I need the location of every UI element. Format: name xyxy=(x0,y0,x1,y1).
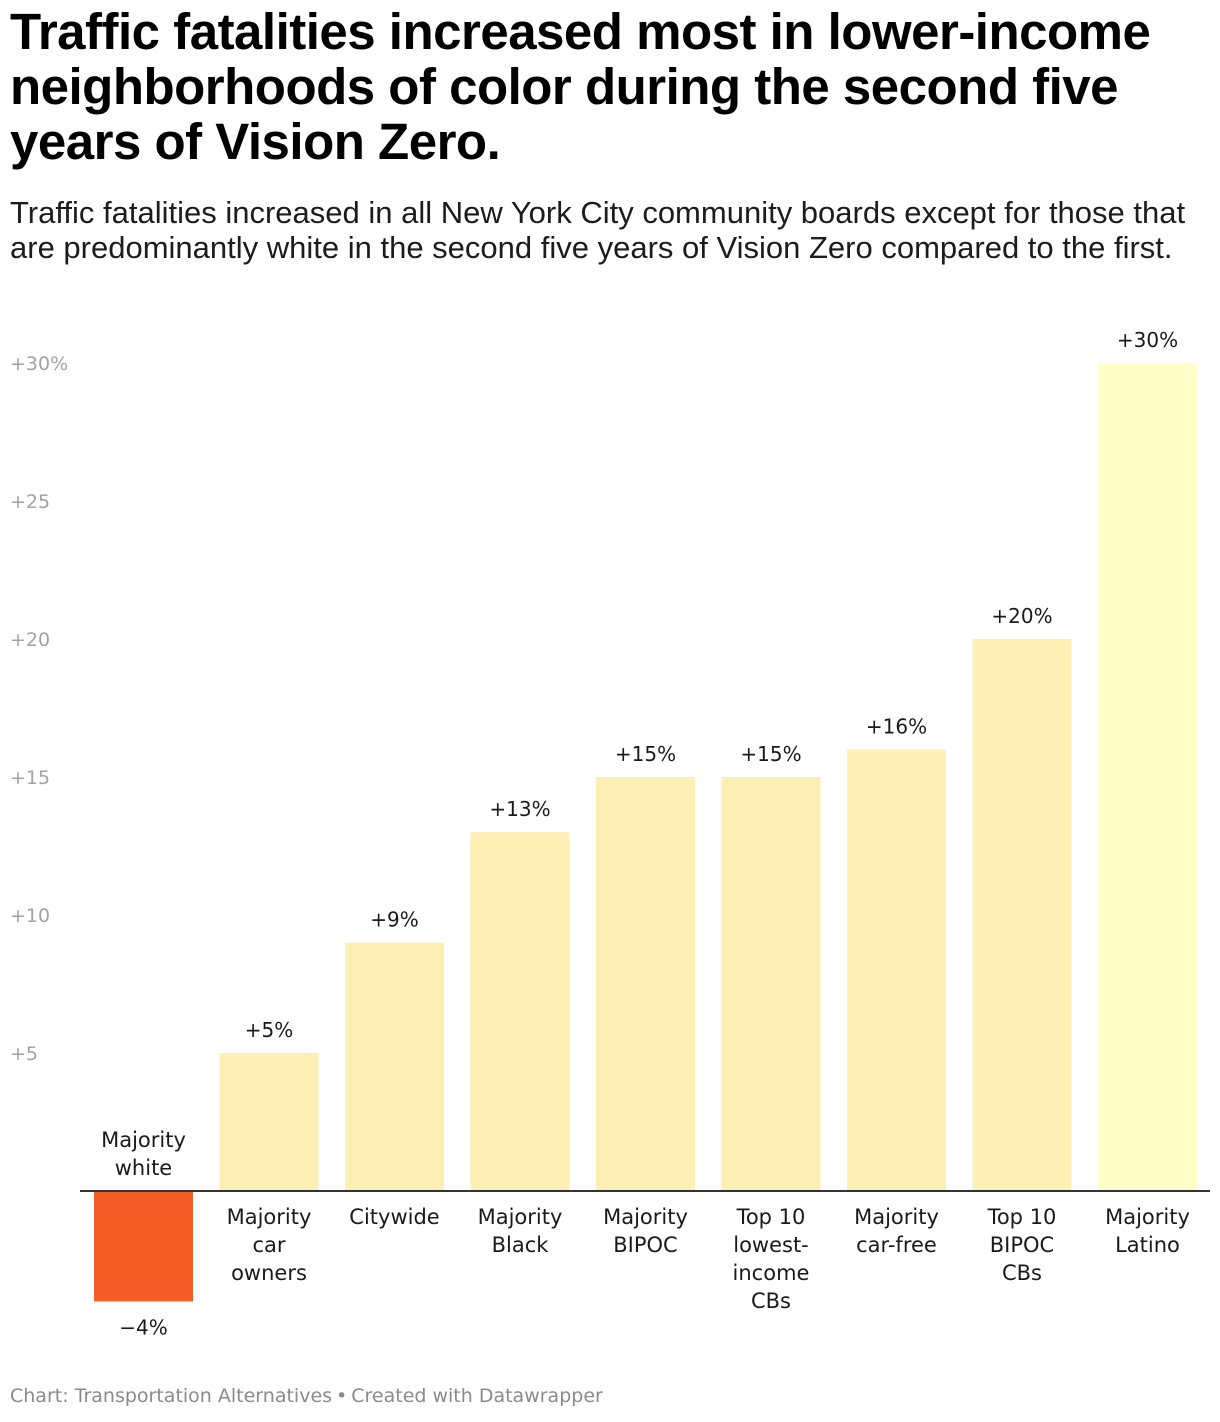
y-tick-label: +25 xyxy=(10,491,50,513)
category-label: Majority white xyxy=(101,1128,186,1180)
value-label: +16% xyxy=(866,714,927,738)
category-label-line: Top 10 xyxy=(736,1205,806,1229)
category-label: Top 10 lowest-income CBs xyxy=(733,1205,810,1313)
chart-title: Traffic fatalities increased most in low… xyxy=(10,3,1151,170)
category-label-line: BIPOC xyxy=(613,1233,677,1257)
value-label: +15% xyxy=(740,742,801,766)
y-tick-label: +20 xyxy=(10,629,50,651)
bar xyxy=(847,749,946,1191)
category-label-line: Majority xyxy=(1105,1205,1190,1229)
chart-footer: Chart: Transportation Alternatives • Creat… xyxy=(10,1385,603,1407)
category-label-line: owners xyxy=(231,1261,307,1285)
category-label-line: lowest- xyxy=(733,1233,809,1257)
footer-credit: Created with Datawrapper xyxy=(351,1385,603,1407)
category-label: Majority Black xyxy=(478,1205,563,1257)
bar xyxy=(972,639,1072,1191)
category-label-line: CBs xyxy=(1002,1261,1042,1285)
category-label-line: CBs xyxy=(751,1289,791,1313)
category-label-line: white xyxy=(115,1156,172,1180)
value-label: +20% xyxy=(991,604,1052,628)
category-label-line: Latino xyxy=(1115,1233,1180,1257)
category-label-line: car-free xyxy=(856,1233,937,1257)
chart-subtitle: Traffic fatalities increased in all New … xyxy=(10,195,1186,265)
bar xyxy=(94,1191,193,1302)
y-tick-label: +5 xyxy=(10,1043,38,1065)
value-label: +30% xyxy=(1117,328,1178,352)
bar xyxy=(219,1053,319,1191)
footer-separator: • xyxy=(336,1385,348,1407)
category-label-line: car xyxy=(252,1233,285,1257)
bar xyxy=(470,832,570,1191)
category-label-line: Majority xyxy=(101,1128,186,1152)
category-label: Majority car-free xyxy=(854,1205,939,1257)
y-tick-label: +15 xyxy=(10,767,50,789)
category-label: Majority BIPOC xyxy=(603,1205,688,1257)
category-label-line: Black xyxy=(492,1233,550,1257)
category-label-line: Majority xyxy=(854,1205,939,1229)
category-label-line: Majority xyxy=(478,1205,563,1229)
category-label: Citywide xyxy=(349,1205,439,1229)
category-label-line: Majority xyxy=(603,1205,688,1229)
category-label: Majority car owners xyxy=(227,1205,312,1285)
value-label: +13% xyxy=(489,797,550,821)
value-label: −4% xyxy=(119,1315,168,1339)
bar xyxy=(345,942,444,1191)
category-label-line: Citywide xyxy=(349,1205,439,1229)
category-label-line: income xyxy=(733,1261,810,1285)
bar xyxy=(1098,363,1197,1191)
value-label: +5% xyxy=(245,1018,294,1042)
category-label-line: BIPOC xyxy=(990,1233,1054,1257)
category-label-line: Majority xyxy=(227,1205,312,1229)
y-tick-label: +30% xyxy=(10,353,68,375)
category-label: Top 10 BIPOC CBs xyxy=(987,1205,1057,1285)
category-label: Majority Latino xyxy=(1105,1205,1190,1257)
y-tick-label: +10 xyxy=(10,905,50,927)
footer-source: Chart: Transportation Alternatives xyxy=(10,1385,333,1407)
bar xyxy=(721,777,821,1191)
category-label-line: Top 10 xyxy=(987,1205,1057,1229)
value-label: +15% xyxy=(615,742,676,766)
bar xyxy=(596,777,695,1191)
value-label: +9% xyxy=(370,908,419,932)
